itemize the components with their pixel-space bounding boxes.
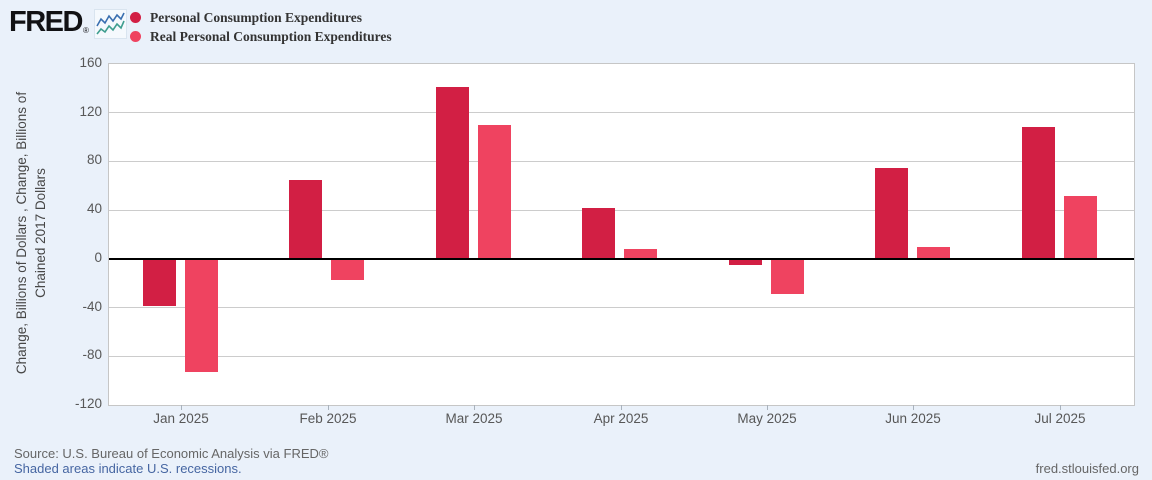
bar-real-pce[interactable] (917, 246, 950, 259)
y-tick-label: 120 (79, 103, 102, 119)
bar-pce[interactable] (875, 167, 908, 259)
bar-pce[interactable] (582, 207, 615, 259)
y-tick-label: 160 (79, 55, 102, 70)
source-note: Source: U.S. Bureau of Economic Analysis… (14, 446, 329, 461)
x-tick-label: Jul 2025 (1034, 411, 1086, 426)
bar-real-pce[interactable] (1064, 195, 1097, 259)
legend-dot-icon (130, 12, 141, 23)
x-tick-label: Jun 2025 (885, 411, 941, 426)
bar-pce[interactable] (289, 179, 322, 259)
x-tick-label: Feb 2025 (299, 411, 357, 426)
bar-pce[interactable] (143, 258, 176, 307)
y-axis-title: Change, Billions of Dollars , Change, Bi… (12, 18, 52, 448)
recessions-link[interactable]: Shaded areas indicate U.S. recessions. (14, 461, 242, 476)
x-tick-label: Mar 2025 (445, 411, 503, 426)
legend-dot-icon (130, 31, 141, 42)
registered-trademark-icon: ® (82, 26, 89, 35)
x-axis-tick (1060, 405, 1061, 410)
fred-sparkline-icon (93, 9, 127, 39)
legend-label: Personal Consumption Expenditures (150, 9, 363, 25)
y-axis-title-line2: Chained 2017 Dollars (33, 168, 48, 298)
bar-real-pce[interactable] (478, 124, 511, 259)
y-tick-label: 40 (86, 201, 102, 217)
chart-legend: Personal Consumption Expenditures Real Pe… (130, 8, 392, 46)
y-tick-label: -120 (74, 396, 102, 411)
x-axis-tick (913, 405, 914, 410)
gridline (109, 209, 1134, 211)
gridline (109, 112, 1134, 114)
y-tick-label: -40 (82, 298, 102, 314)
gridline (109, 355, 1134, 357)
zero-line (109, 257, 1134, 260)
legend-item: Personal Consumption Expenditures (130, 8, 392, 27)
header: FRED ® Personal Consumption Expenditures R… (0, 0, 1152, 52)
x-tick-label: May 2025 (737, 411, 797, 426)
x-axis-tick (767, 405, 768, 410)
plot-area (108, 63, 1135, 406)
x-axis-tick (621, 405, 622, 410)
bar-real-pce[interactable] (624, 249, 657, 259)
bar-real-pce[interactable] (771, 258, 804, 295)
bar-pce[interactable] (436, 87, 469, 259)
gridline (109, 160, 1134, 162)
legend-item: Real Personal Consumption Expenditures (130, 27, 392, 46)
y-tick-label: 80 (86, 152, 102, 168)
y-axis-title-line1: Change, Billions of Dollars , Change, Bi… (14, 91, 29, 375)
bar-pce[interactable] (729, 258, 762, 265)
bar-pce[interactable] (1022, 127, 1055, 259)
fred-logo-text: FRED (9, 6, 83, 38)
fred-logo[interactable]: FRED ® (9, 8, 127, 39)
x-tick-label: Jan 2025 (153, 411, 209, 426)
bar-real-pce[interactable] (185, 258, 218, 373)
x-tick-label: Apr 2025 (593, 411, 649, 426)
x-axis-tick (328, 405, 329, 410)
bar-real-pce[interactable] (331, 258, 364, 280)
y-tick-label: -80 (82, 347, 102, 363)
x-axis-tick (474, 405, 475, 410)
legend-label: Real Personal Consumption Expenditures (150, 28, 392, 44)
gridline (109, 307, 1134, 309)
y-tick-label: 0 (94, 249, 102, 265)
x-axis-tick (181, 405, 182, 410)
fred-site-link[interactable]: fred.stlouisfed.org (1035, 461, 1139, 476)
